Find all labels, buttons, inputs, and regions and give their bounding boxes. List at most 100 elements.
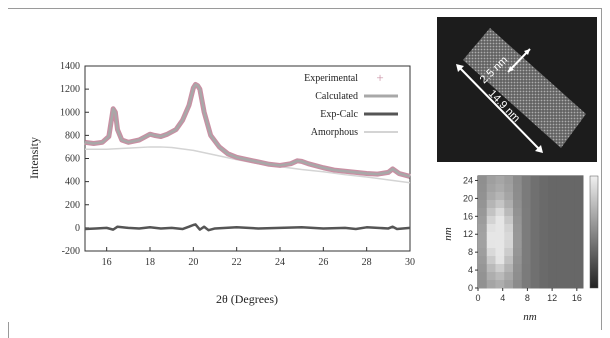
heatmap-cell [565, 216, 575, 225]
heatmap-cell [539, 200, 549, 209]
heatmap-cell [565, 248, 575, 257]
heatmap-cell [495, 184, 505, 193]
heatmap-x-tick-label: 8 [525, 293, 530, 303]
heatmap-y-tick-label: 12 [463, 229, 473, 239]
heatmap-cell [504, 192, 514, 201]
heatmap-cell [530, 200, 540, 209]
heatmap-x-tick-label: 0 [475, 293, 480, 303]
heatmap-cell [556, 256, 566, 265]
xrd-series-experimental [84, 82, 411, 179]
heatmap-cell [565, 224, 575, 233]
heatmap-cell [556, 184, 566, 193]
heatmap-y-tick-label: 24 [463, 175, 473, 185]
xrd-x-tick-label: 30 [405, 257, 415, 268]
heatmap-cell [478, 240, 488, 249]
figure-frame-top [8, 8, 602, 9]
heatmap-cell [574, 192, 584, 201]
heatmap-cell [495, 248, 505, 257]
xrd-series-amorphous [85, 146, 411, 184]
heatmap-cell [486, 184, 496, 193]
heatmap-cell [495, 272, 505, 281]
heatmap-cell [548, 192, 558, 201]
heatmap-cell [478, 256, 488, 265]
heatmap-cell [530, 208, 540, 217]
heatmap-cell [530, 240, 540, 249]
heatmap-cell [530, 264, 540, 273]
heatmap-cell [530, 192, 540, 201]
xrd-x-tick-label: 18 [145, 257, 155, 268]
heatmap-cell [574, 280, 584, 289]
heatmap-x-axis-label: nm [523, 311, 537, 323]
heatmap-cell [530, 256, 540, 265]
heatmap-chart: 0 4 8 12 16 0 4 8 12 16 20 24 nm nm [442, 175, 599, 323]
xrd-x-tick-label: 24 [275, 257, 285, 268]
heatmap-cell [521, 256, 531, 265]
heatmap-cell [574, 248, 584, 257]
heatmap-cell [548, 232, 558, 241]
heatmap-cell [478, 208, 488, 217]
heatmap-cell [548, 280, 558, 289]
heatmap-cell [548, 256, 558, 265]
heatmap-cell [504, 240, 514, 249]
heatmap-cell [486, 256, 496, 265]
heatmap-cell [478, 264, 488, 273]
heatmap-cell [521, 264, 531, 273]
heatmap-cell [521, 224, 531, 233]
heatmap-cell [539, 256, 549, 265]
heatmap-cell [504, 224, 514, 233]
xrd-y-tick-label: -200 [62, 246, 80, 257]
heatmap-cell [556, 216, 566, 225]
heatmap-cell [504, 216, 514, 225]
heatmap-cell [495, 216, 505, 225]
xrd-y-tick-label: 1200 [60, 84, 80, 95]
heatmap-cell [486, 216, 496, 225]
xrd-x-axis-label: 2θ (Degrees) [216, 292, 278, 306]
heatmap-cell [521, 176, 531, 185]
legend-label-amorphous: Amorphous [311, 127, 358, 138]
heatmap-cell [504, 184, 514, 193]
heatmap-cell [504, 232, 514, 241]
heatmap-colorbar [589, 175, 599, 289]
length-arrowhead-top [456, 64, 464, 72]
heatmap-cell [539, 248, 549, 257]
heatmap-cell [539, 264, 549, 273]
heatmap-cell [539, 176, 549, 185]
heatmap-cell [478, 248, 488, 257]
heatmap-y-tick-label: 20 [463, 193, 473, 203]
xrd-series-calculated [84, 83, 411, 178]
heatmap-cell [513, 200, 523, 209]
heatmap-cell [478, 280, 488, 289]
heatmap-cell [556, 264, 566, 273]
heatmap-cell [556, 224, 566, 233]
tem-image: 2.5 nm 14.9 nm [437, 17, 597, 162]
xrd-y-tick-label: 600 [65, 154, 80, 165]
heatmap-cell [478, 224, 488, 233]
heatmap-y-tick-label: 4 [468, 265, 473, 275]
legend-marker-experimental: + [376, 70, 383, 85]
heatmap-cell [513, 176, 523, 185]
heatmap-cell [504, 256, 514, 265]
heatmap-cell [530, 216, 540, 225]
heatmap-cell [548, 216, 558, 225]
heatmap-cell [521, 248, 531, 257]
heatmap-cell [565, 272, 575, 281]
heatmap-cell [495, 224, 505, 233]
xrd-y-tick-label: 1400 [60, 61, 80, 72]
heatmap-cell [539, 280, 549, 289]
heatmap-cell [556, 240, 566, 249]
heatmap-cell [539, 240, 549, 249]
heatmap-cell [574, 232, 584, 241]
heatmap-cell [565, 200, 575, 209]
heatmap-x-tick-label: 16 [572, 293, 582, 303]
heatmap-cell [478, 272, 488, 281]
heatmap-cell [565, 280, 575, 289]
heatmap-cell [495, 256, 505, 265]
heatmap-cell [486, 280, 496, 289]
heatmap-cell [539, 208, 549, 217]
heatmap-cell [539, 224, 549, 233]
heatmap-cell [548, 224, 558, 233]
heatmap-cell [504, 200, 514, 209]
legend-label-experimental: Experimental [304, 73, 358, 84]
heatmap-cell [513, 216, 523, 225]
heatmap-cell [539, 272, 549, 281]
